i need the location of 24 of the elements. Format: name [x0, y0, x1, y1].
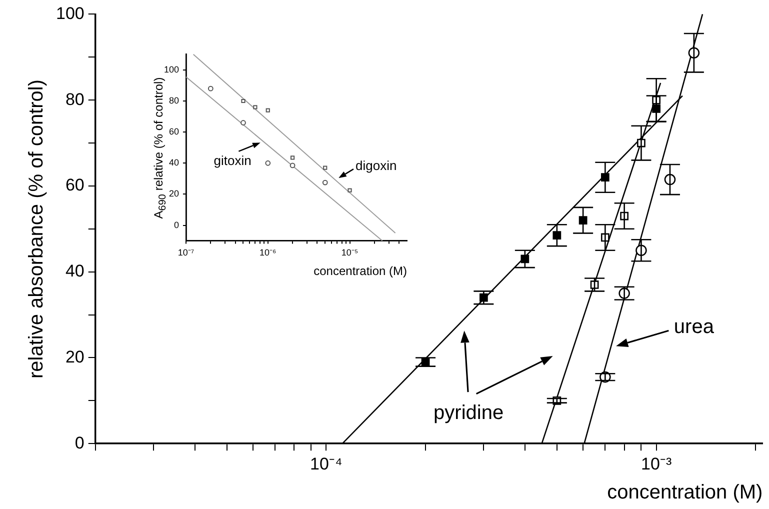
annotation: gitoxin — [214, 153, 252, 168]
y-tick-label: 40 — [65, 262, 84, 281]
x-tick-label: 10⁻⁴ — [310, 454, 342, 474]
y-tick-label: 80 — [65, 90, 84, 109]
y-tick-label: 80 — [169, 95, 180, 106]
annotation: pyridine — [434, 402, 504, 424]
annotation: urea — [674, 316, 715, 338]
x-tick-label: 10⁻³ — [641, 454, 672, 474]
x-axis-title: concentration (M) — [607, 482, 763, 504]
y-tick-label: 20 — [169, 188, 180, 199]
y-tick-label: 20 — [65, 347, 84, 366]
x-tick-label: 10⁻⁷ — [178, 248, 194, 258]
y-tick-label: 0 — [174, 220, 180, 230]
y-tick-label: 0 — [74, 433, 84, 452]
y-tick-label: 100 — [56, 4, 84, 23]
y-tick-label: 60 — [169, 126, 180, 137]
y-axis-title: relative absorbance (% of control) — [26, 79, 49, 378]
x-axis-title: concentration (M) — [314, 264, 407, 278]
y-tick-label: 60 — [65, 176, 84, 195]
x-tick-label: 10⁻⁶ — [260, 248, 277, 258]
x-tick-label: 10⁻⁵ — [341, 248, 358, 258]
y-tick-label: 40 — [169, 158, 180, 168]
annotation: digoxin — [356, 158, 397, 173]
y-tick-label: 100 — [164, 64, 180, 74]
